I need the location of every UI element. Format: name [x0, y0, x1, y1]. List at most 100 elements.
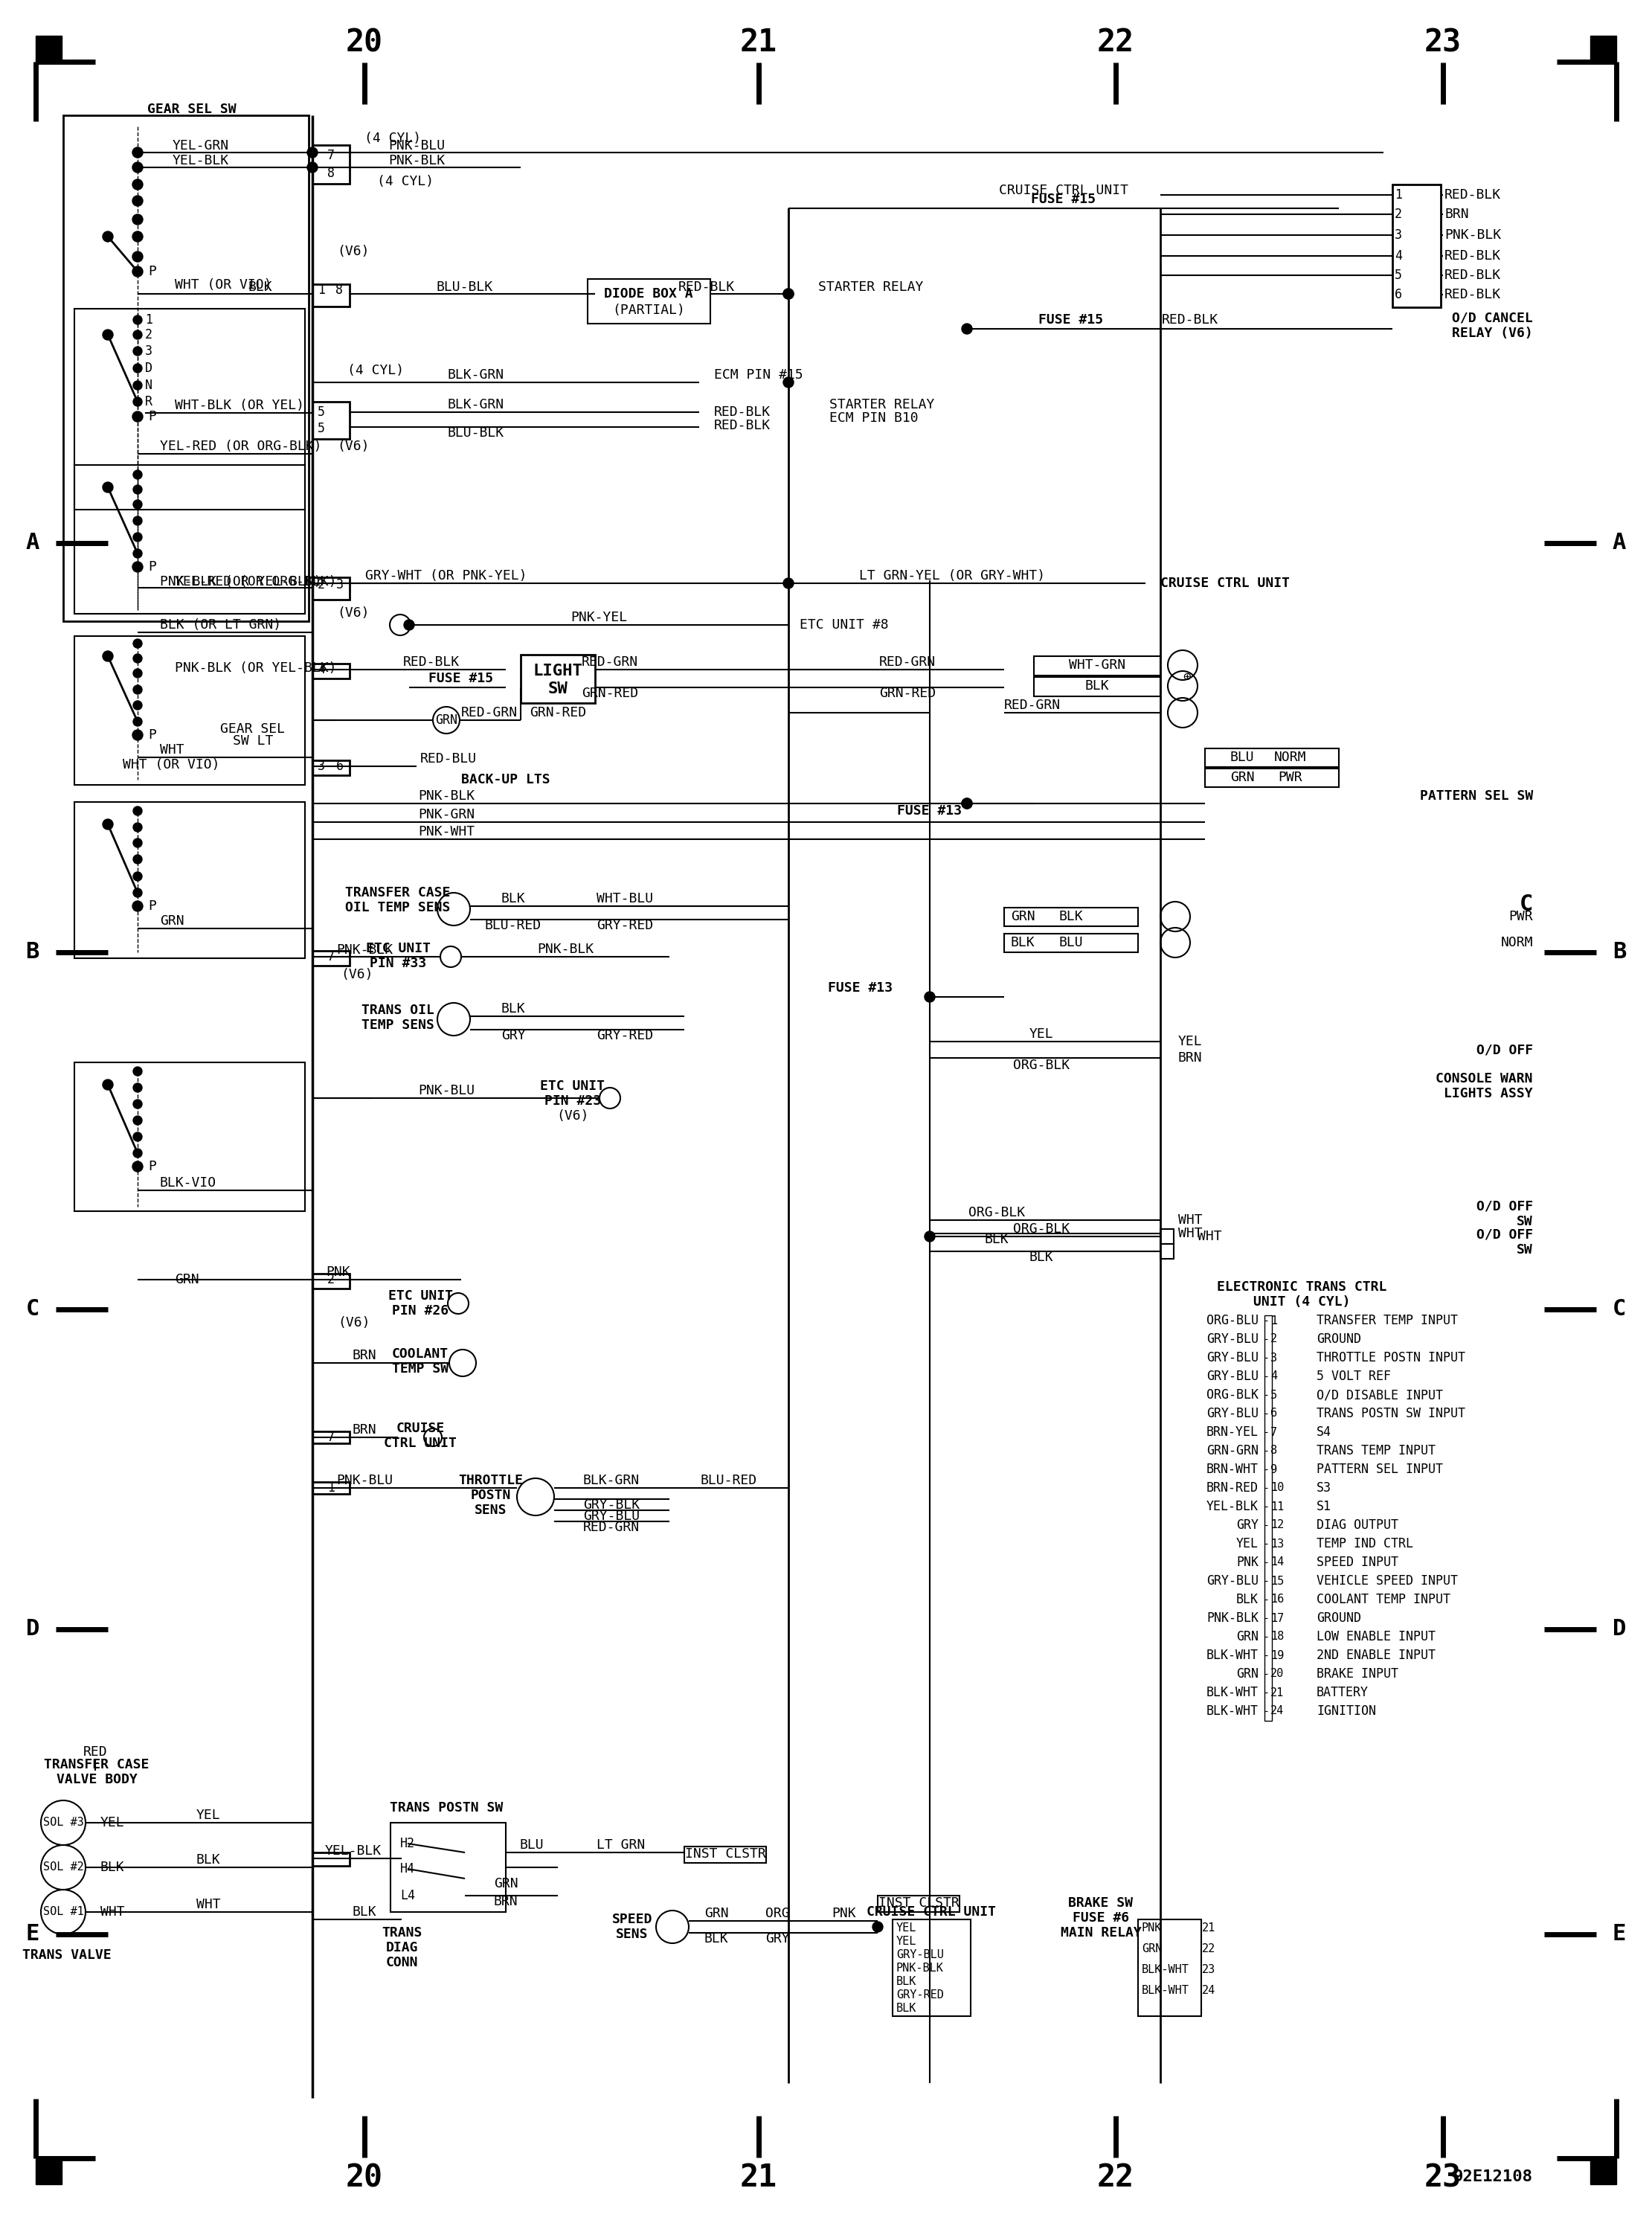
- Text: SPEED: SPEED: [611, 1914, 653, 1927]
- Text: 8: 8: [335, 284, 344, 297]
- Text: BLK: BLK: [501, 1001, 525, 1015]
- Text: BRN-WHT: BRN-WHT: [1206, 1463, 1259, 1476]
- Circle shape: [961, 799, 971, 808]
- Circle shape: [783, 577, 793, 588]
- Bar: [1160, 1243, 1173, 1259]
- Circle shape: [783, 377, 793, 388]
- Text: GRY-BLU: GRY-BLU: [1206, 1332, 1259, 1345]
- Text: INST CLSTR: INST CLSTR: [879, 1896, 960, 1909]
- Text: BLK-WHT: BLK-WHT: [1142, 1965, 1189, 1976]
- Text: CRUISE CTRL UNIT: CRUISE CTRL UNIT: [999, 184, 1128, 198]
- Text: ELECTRONIC TRANS CTRL: ELECTRONIC TRANS CTRL: [1218, 1281, 1386, 1294]
- Text: GRY: GRY: [1236, 1518, 1259, 1532]
- Text: GRN: GRN: [704, 1907, 729, 1920]
- Text: B: B: [1612, 941, 1626, 963]
- Text: S3: S3: [1317, 1481, 1332, 1494]
- Text: FUSE #15: FUSE #15: [1039, 313, 1104, 326]
- Text: YEL-RED (OR ORG-BLK): YEL-RED (OR ORG-BLK): [175, 575, 337, 588]
- Text: BLU: BLU: [1059, 937, 1084, 950]
- Text: 20: 20: [1270, 1669, 1284, 1681]
- Text: ECM PIN #15: ECM PIN #15: [714, 369, 803, 382]
- Text: THROTTLE: THROTTLE: [459, 1474, 524, 1487]
- Text: 22: 22: [1203, 1945, 1216, 1956]
- Text: (PARTIAL): (PARTIAL): [613, 304, 686, 317]
- Text: RED-BLU: RED-BLU: [420, 753, 477, 766]
- Text: COOLANT: COOLANT: [392, 1348, 449, 1361]
- Text: GRY-RED: GRY-RED: [596, 919, 653, 932]
- Text: 5: 5: [317, 422, 325, 435]
- Text: PNK: PNK: [833, 1907, 856, 1920]
- Text: 23: 23: [1424, 2162, 1462, 2193]
- Text: YEL: YEL: [1029, 1028, 1054, 1041]
- Text: PATTERN SEL SW: PATTERN SEL SW: [1419, 790, 1533, 804]
- Bar: [74, 309, 306, 511]
- Text: PNK-BLU: PNK-BLU: [388, 140, 444, 153]
- Bar: [684, 1847, 767, 1863]
- Text: 18: 18: [1270, 1632, 1284, 1643]
- Circle shape: [307, 162, 317, 173]
- Text: CRUISE CTRL UNIT: CRUISE CTRL UNIT: [867, 1905, 996, 1918]
- Text: GRN-RED: GRN-RED: [879, 686, 935, 699]
- Text: SW: SW: [1517, 1214, 1533, 1228]
- Text: BLK: BLK: [501, 892, 525, 906]
- Bar: [312, 1851, 350, 1865]
- Text: ORG-BLU: ORG-BLU: [1206, 1314, 1259, 1328]
- Text: ETC UNIT: ETC UNIT: [388, 1290, 453, 1303]
- Circle shape: [134, 1068, 142, 1077]
- Text: ORG: ORG: [765, 1907, 790, 1920]
- Text: O/D OFF: O/D OFF: [1477, 1201, 1533, 1214]
- Text: 11: 11: [1270, 1501, 1284, 1512]
- Circle shape: [132, 251, 142, 262]
- Bar: [63, 115, 309, 622]
- Text: TRANSFER TEMP INPUT: TRANSFER TEMP INPUT: [1317, 1314, 1457, 1328]
- Text: GRN: GRN: [1142, 1945, 1161, 1956]
- Circle shape: [134, 382, 142, 391]
- Bar: [74, 637, 306, 786]
- Text: GRY-BLU: GRY-BLU: [1206, 1352, 1259, 1365]
- Text: WHT: WHT: [101, 1905, 124, 1918]
- Circle shape: [132, 215, 142, 224]
- Text: 3: 3: [1394, 229, 1403, 242]
- Text: BLU-BLK: BLU-BLK: [448, 426, 504, 440]
- Text: O/D OFF: O/D OFF: [1477, 1043, 1533, 1057]
- Text: RED-GRN: RED-GRN: [461, 706, 517, 719]
- Bar: [312, 284, 350, 306]
- Text: YEL: YEL: [897, 1923, 917, 1934]
- Text: RED-BLK: RED-BLK: [714, 406, 771, 420]
- Circle shape: [872, 1923, 882, 1931]
- Bar: [1204, 748, 1338, 768]
- Text: GRY-BLU: GRY-BLU: [1206, 1407, 1259, 1421]
- Text: SOL #2: SOL #2: [43, 1863, 84, 1874]
- Circle shape: [961, 324, 971, 333]
- Text: S4: S4: [1317, 1425, 1332, 1439]
- Text: RED-BLK: RED-BLK: [1444, 189, 1502, 202]
- Text: TEMP IND CTRL: TEMP IND CTRL: [1317, 1536, 1412, 1550]
- Text: TRANS TEMP INPUT: TRANS TEMP INPUT: [1317, 1443, 1436, 1459]
- Text: RED-GRN: RED-GRN: [879, 655, 935, 668]
- Text: MAIN RELAY: MAIN RELAY: [1061, 1927, 1142, 1940]
- Text: 3: 3: [317, 759, 325, 773]
- Text: WHT (OR VIO): WHT (OR VIO): [175, 278, 273, 291]
- Text: 2ND ENABLE INPUT: 2ND ENABLE INPUT: [1317, 1649, 1436, 1663]
- Text: 1: 1: [317, 284, 325, 297]
- Text: ORG-BLK: ORG-BLK: [1013, 1223, 1069, 1237]
- Text: BLU-BLK: BLU-BLK: [436, 280, 494, 293]
- Text: C: C: [1612, 1299, 1626, 1321]
- Text: FUSE #15: FUSE #15: [430, 673, 494, 686]
- Text: PNK-BLK: PNK-BLK: [1444, 229, 1502, 242]
- Text: 12: 12: [1270, 1518, 1284, 1532]
- Text: BLK: BLK: [704, 1931, 729, 1945]
- Text: 7: 7: [327, 950, 335, 963]
- Text: ECM PIN B10: ECM PIN B10: [829, 411, 919, 424]
- Text: GEAR SEL: GEAR SEL: [220, 722, 286, 735]
- Text: LOW ENABLE INPUT: LOW ENABLE INPUT: [1317, 1629, 1436, 1643]
- Text: COOLANT TEMP INPUT: COOLANT TEMP INPUT: [1317, 1592, 1450, 1607]
- Bar: [1264, 1314, 1272, 1721]
- Text: TRANS POSTN SW: TRANS POSTN SW: [390, 1800, 502, 1814]
- Text: SW: SW: [548, 682, 568, 697]
- Bar: [892, 1920, 971, 2016]
- Text: 5 VOLT REF: 5 VOLT REF: [1317, 1370, 1391, 1383]
- Circle shape: [102, 231, 112, 242]
- Text: 92E12108: 92E12108: [1454, 2169, 1533, 2184]
- Text: OIL TEMP SENS: OIL TEMP SENS: [345, 901, 451, 915]
